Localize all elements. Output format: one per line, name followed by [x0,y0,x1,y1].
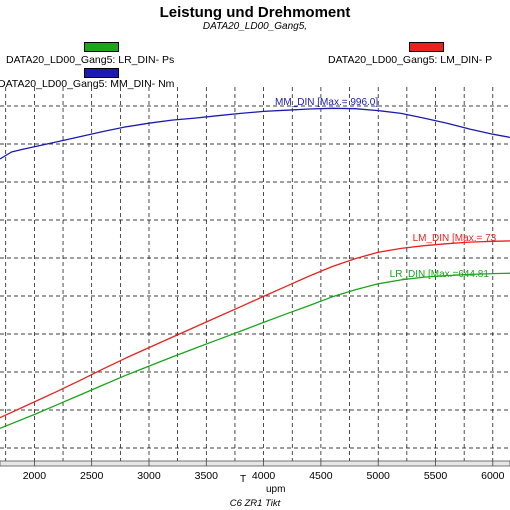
chart-caption: C6 ZR1 Tikt [229,498,281,509]
x-axis-unit: upm [266,484,286,495]
series-label-lm-din: LM_DIN [Max.= 73 [413,233,497,244]
x-tick-label: 5500 [424,470,448,482]
x-tick-label: 6000 [481,470,505,482]
legend-swatch-lr [84,42,119,52]
x-axis-symbol: T [240,474,247,485]
series-lines [0,107,510,429]
x-tick-label: 3500 [195,470,219,482]
legend-text-lr: DATA20_LD00_Gang5: LR_DIN- Ps [6,54,175,66]
legend-swatch-mm [84,68,119,78]
chart-title: Leistung und Drehmoment [159,4,351,21]
series-labels: MM_DIN [Max.= 996.0] LM_DIN [Max.= 73 LR_D… [275,97,497,280]
series-label-lr-din: LR_DIN [Max.=644.81 [390,269,490,280]
x-tick-label: 2000 [23,470,47,482]
chart-subtitle: DATA20_LD00_Gang5, [202,21,308,32]
legend-text-mm: DATA20_LD00_Gang5: MM_DIN- Nm [0,78,175,90]
grid [0,87,510,461]
legend-swatch-lm [409,42,444,52]
legend-text-lm: DATA20_LD00_Gang5: LM_DIN- P [328,54,493,66]
x-tick-label: 5000 [367,470,391,482]
x-tick-label: 3000 [137,470,161,482]
x-axis-band [0,460,510,467]
series-line-lr-din [0,272,510,429]
x-tick-label: 2500 [80,470,104,482]
series-line-mm-din [0,107,510,160]
x-tick-label: 4500 [309,470,333,482]
series-line-lm-din [0,240,510,419]
x-tick-label: 4000 [252,470,276,482]
series-label-mm-din: MM_DIN [Max.= 996.0] [275,97,378,108]
x-ticks: 2000 2500 3000 3500 4000 4500 5000 5500 6000 [23,461,505,482]
